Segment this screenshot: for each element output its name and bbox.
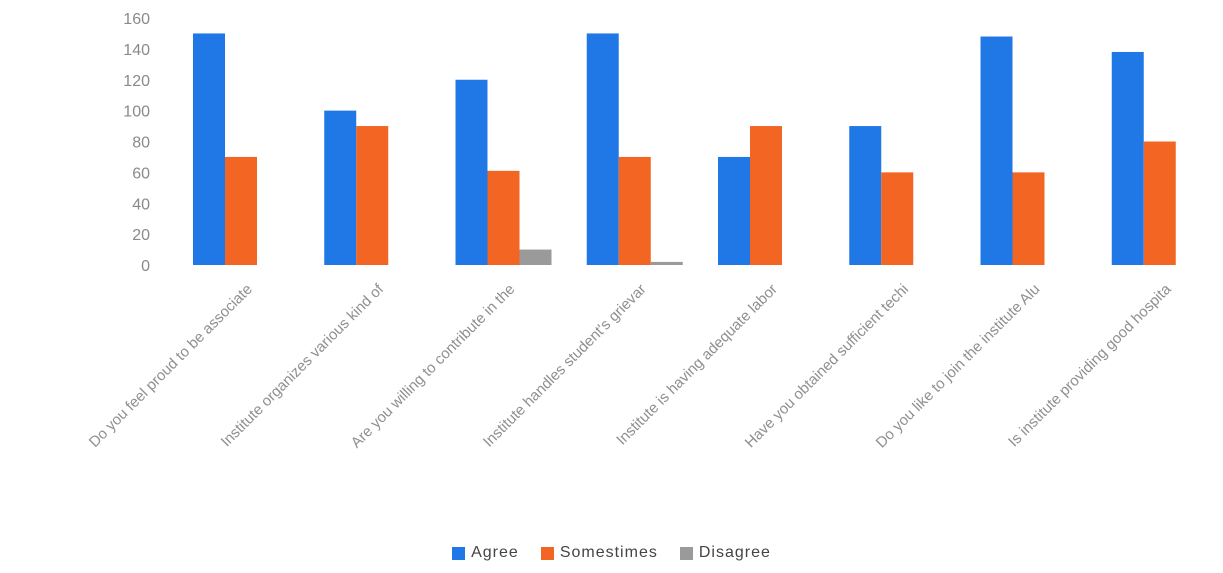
legend: Agree Somestimes Disagree — [0, 540, 1223, 566]
legend-item-somestimes: Somestimes — [540, 544, 658, 562]
y-tick-label: 100 — [123, 104, 150, 121]
bar-disagree-3 — [519, 249, 552, 265]
y-tick-label: 160 — [123, 11, 150, 28]
bar-somestimes-1 — [225, 156, 257, 265]
legend-swatch-agree — [452, 546, 466, 560]
legend-label-disagree: Disagree — [698, 544, 771, 561]
legend-item-disagree: Disagree — [679, 544, 771, 562]
legend-label-agree: Agree — [471, 544, 519, 561]
bar-agree-8 — [1111, 51, 1144, 266]
legend-swatch-disagree — [679, 546, 693, 560]
bar-agree-1 — [193, 33, 225, 265]
legend-swatch-somestimes — [540, 546, 554, 560]
bar-somestimes-8 — [1143, 141, 1176, 265]
bars — [193, 33, 1176, 266]
legend-label-somestimes: Somestimes — [559, 544, 658, 561]
bar-somestimes-3 — [487, 170, 520, 265]
x-axis-labels: Do you feel proud to be associateInstitu… — [86, 280, 1175, 451]
y-tick-label: 80 — [132, 135, 150, 152]
bar-agree-6 — [849, 126, 882, 265]
y-tick-label: 40 — [132, 196, 150, 213]
bar-somestimes-4 — [618, 156, 651, 265]
bar-agree-5 — [718, 156, 750, 265]
legend-item-agree: Agree — [452, 544, 519, 562]
bar-somestimes-2 — [356, 126, 389, 265]
bar-agree-4 — [586, 33, 619, 265]
bar-agree-2 — [324, 110, 357, 265]
y-tick-label: 60 — [132, 165, 150, 182]
x-category-label: Is institute providing good hospita — [1005, 280, 1175, 450]
bar-somestimes-7 — [1012, 172, 1045, 265]
bar-agree-7 — [980, 36, 1013, 266]
bar-chart: 0 20 40 60 80 100 120 140 160 Do you feel proud … — [86, 11, 1176, 451]
x-category-label: Institute is having adequate labor — [613, 281, 781, 449]
bar-somestimes-6 — [881, 172, 914, 265]
bar-agree-3 — [455, 79, 488, 265]
y-tick-label: 20 — [132, 227, 150, 244]
y-tick-label: 140 — [123, 42, 150, 59]
bar-somestimes-5 — [750, 126, 782, 265]
y-tick-label: 120 — [123, 73, 150, 90]
y-axis: 0 20 40 60 80 100 120 140 160 — [123, 11, 150, 275]
y-tick-label: 0 — [141, 258, 150, 275]
bar-disagree-4 — [650, 261, 683, 265]
